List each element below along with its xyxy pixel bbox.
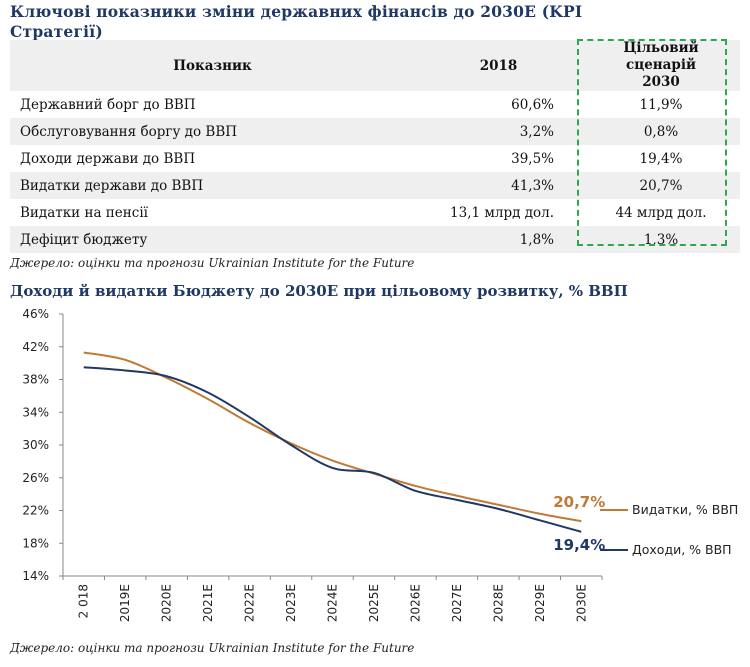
table-source-note: Джерело: оцінки та прогнози Ukrainian In… — [10, 256, 415, 270]
row-label: Доходи держави до ВВП — [20, 150, 196, 167]
y-tick-label: 22% — [22, 504, 49, 518]
y-tick-label: 38% — [22, 373, 49, 387]
end-value-label: 20,7% — [553, 493, 605, 511]
row-label: Державний борг до ВВП — [20, 96, 196, 113]
table-title: Ключові показники зміни державних фінанс… — [10, 2, 583, 41]
series-line-revenues — [83, 366, 582, 533]
row-value-target: 1,3% — [582, 226, 740, 253]
row-value-2018: 60,6% — [511, 96, 554, 113]
x-tick-label: 2029E — [533, 584, 547, 622]
x-tick-label: 2019E — [118, 584, 132, 622]
table-row: Видатки на пенсії 13,1 млрд дол. 44 млрд… — [10, 199, 740, 226]
row-value-target: 44 млрд дол. — [615, 204, 707, 221]
table-row: Обслуговування боргу до ВВП 3,2% 0,8% — [10, 118, 740, 145]
header-indicator: Показник — [10, 40, 415, 91]
row-value-2018: 1,8% — [415, 226, 582, 253]
header-2018: 2018 — [415, 40, 582, 91]
row-value-target: 19,4% — [639, 150, 683, 167]
header-target: Цільовий сценарій 2030 — [582, 40, 740, 91]
row-label: Видатки на пенсії — [20, 204, 148, 221]
x-tick-label: 2028E — [491, 584, 505, 622]
y-tick-label: 26% — [22, 471, 49, 485]
table-header-row: Показник 2018 Цільовий сценарій 2030 — [10, 40, 740, 91]
row-value-2018: 39,5% — [511, 150, 554, 167]
legend-label: Видатки, % ВВП — [632, 502, 738, 517]
y-tick-label: 46% — [22, 307, 49, 321]
x-tick-label: 2024E — [326, 584, 340, 622]
end-value-label: 19,4% — [553, 536, 605, 554]
line-chart: 14% 18% 22% 26% 30% 34% 38% 42% 46% 2 018 2019E 202… — [22, 307, 738, 622]
x-tick-label: 2023E — [284, 584, 298, 622]
x-tick-label: 2030E — [574, 584, 588, 622]
chart-title: Доходи й видатки Бюджету до 2030Е при ці… — [10, 282, 628, 300]
y-tick-label: 18% — [22, 536, 49, 550]
x-tick-label: 2022E — [243, 584, 257, 622]
row-label: Обслуговування боргу до ВВП — [10, 118, 415, 145]
x-tick-label: 2020E — [160, 584, 174, 622]
kpi-table: Показник 2018 Цільовий сценарій 2030 Дер… — [10, 40, 740, 253]
row-value-target: 0,8% — [582, 118, 740, 145]
table-row: Видатки держави до ВВП 41,3% 20,7% — [10, 172, 740, 199]
y-tick-label: 42% — [22, 340, 49, 354]
x-tick-label: 2025E — [367, 584, 381, 622]
x-tick-label: 2 018 — [77, 584, 91, 618]
row-value-2018: 3,2% — [415, 118, 582, 145]
legend-label: Доходи, % ВВП — [632, 542, 732, 557]
table-row: Доходи держави до ВВП 39,5% 19,4% — [10, 145, 740, 172]
x-tick-label: 2027E — [450, 584, 464, 622]
row-value-2018: 41,3% — [415, 172, 582, 199]
row-value-target: 20,7% — [582, 172, 740, 199]
chart-source-note: Джерело: оцінки та прогнози Ukrainian In… — [10, 641, 415, 655]
row-value-target: 11,9% — [639, 96, 683, 113]
x-tick-label: 2026E — [408, 584, 422, 622]
header-target-text: Цільовий сценарій 2030 — [623, 40, 699, 90]
row-label: Видатки держави до ВВП — [10, 172, 415, 199]
row-value-2018: 13,1 млрд дол. — [450, 204, 554, 221]
table-row: Дефіцит бюджету 1,8% 1,3% — [10, 226, 740, 253]
row-label: Дефіцит бюджету — [10, 226, 415, 253]
y-tick-label: 34% — [22, 405, 49, 419]
series-line-expenditures — [83, 351, 582, 523]
table-row: Державний борг до ВВП 60,6% 11,9% — [10, 91, 740, 118]
y-tick-label: 14% — [22, 569, 49, 583]
x-tick-label: 2021E — [201, 584, 215, 622]
y-tick-label: 30% — [22, 438, 49, 452]
